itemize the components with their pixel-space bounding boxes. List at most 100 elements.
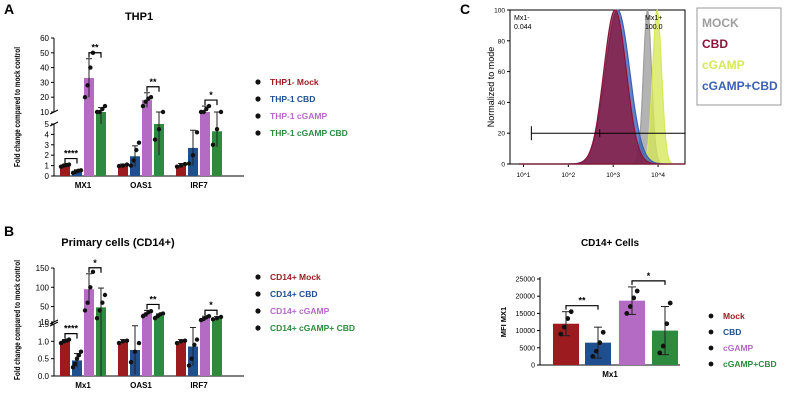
bar xyxy=(72,171,82,176)
bar xyxy=(96,112,106,176)
legend-marker xyxy=(255,325,261,331)
data-point xyxy=(140,103,146,109)
significance-bracket xyxy=(88,267,102,273)
y-tick-label: 40 xyxy=(40,64,49,73)
data-point xyxy=(210,317,216,322)
data-point xyxy=(194,130,200,135)
data-point xyxy=(128,359,134,365)
significance-label: **** xyxy=(64,149,79,159)
x-axis-label: Mx1 xyxy=(602,370,618,379)
data-point xyxy=(78,349,84,354)
data-point xyxy=(214,127,220,132)
panel-letter-b: B xyxy=(4,223,14,239)
legend-marker xyxy=(255,79,261,85)
axis-break-mark xyxy=(49,121,59,127)
significance-label: * xyxy=(209,300,213,310)
y-tick-label: 5000 xyxy=(519,345,535,352)
x-tick-label: 10^4 xyxy=(651,172,665,179)
bar xyxy=(142,313,152,376)
data-point xyxy=(120,339,126,344)
data-point xyxy=(148,309,154,314)
x-tick-label: Mx1 xyxy=(75,381,91,390)
y-tick-label: 0 xyxy=(531,363,535,370)
y-tick-label: 5 xyxy=(45,120,50,129)
significance-label: * xyxy=(647,271,651,281)
y-axis-label: Fold change compared to mock control xyxy=(13,260,22,380)
bar xyxy=(200,112,210,176)
data-point xyxy=(85,300,90,305)
y-axis-label: Fold change compared to mock control xyxy=(13,47,22,167)
y-tick-label: 2 xyxy=(45,151,50,160)
bar xyxy=(72,360,82,376)
x-tick-label: 10^1 xyxy=(517,172,531,179)
legend-marker xyxy=(255,274,261,280)
data-point xyxy=(657,350,663,356)
y-tick-label: 1.5 xyxy=(38,320,50,329)
data-point xyxy=(124,162,130,167)
bar xyxy=(60,165,70,176)
data-point xyxy=(664,321,670,327)
significance-bracket xyxy=(88,52,102,58)
chart-title: Primary cells (CD14+) xyxy=(61,237,175,249)
panel-letter-c: C xyxy=(460,1,470,17)
data-point xyxy=(558,331,564,337)
legend-label: THP-1 CBD xyxy=(270,94,315,104)
data-point xyxy=(190,153,196,158)
data-point xyxy=(116,163,122,169)
y-tick-label: 50 xyxy=(40,303,49,312)
legend-marker xyxy=(255,130,261,136)
data-point xyxy=(88,285,93,290)
data-point xyxy=(214,315,220,321)
data-point xyxy=(120,163,126,168)
data-point xyxy=(82,308,88,313)
significance-label: ** xyxy=(149,77,157,87)
legend-label: CBD xyxy=(723,327,741,337)
data-point xyxy=(194,337,200,342)
data-point xyxy=(178,339,184,344)
gate-label: Mx1- xyxy=(514,15,530,22)
data-point xyxy=(128,163,134,168)
y-tick-label: 10000 xyxy=(516,328,536,335)
bar xyxy=(200,318,210,376)
data-point xyxy=(74,356,80,361)
data-point xyxy=(186,161,192,166)
y-tick-label: 0 xyxy=(501,162,505,169)
bar xyxy=(84,77,94,176)
legend-marker xyxy=(255,308,261,314)
data-point xyxy=(70,365,76,370)
legend-label: cGAMP xyxy=(723,343,754,353)
significance-bracket xyxy=(64,333,78,339)
data-point xyxy=(78,168,84,173)
chart-title: CD14+ Cells xyxy=(581,238,640,249)
x-tick-label: OAS1 xyxy=(130,181,152,190)
significance-label: * xyxy=(93,258,97,268)
y-tick-label: 10 xyxy=(40,318,49,327)
data-point xyxy=(204,106,209,112)
bar xyxy=(212,318,222,376)
x-tick-label: MX1 xyxy=(75,181,92,190)
data-point xyxy=(90,269,96,275)
legend-label: cGAMP xyxy=(702,58,745,72)
y-tick-label: 30 xyxy=(40,78,49,87)
legend-marker xyxy=(708,361,714,367)
legend-label: CBD xyxy=(702,37,728,51)
data-point xyxy=(94,315,100,321)
data-point xyxy=(152,137,158,142)
panel-a-chart: THP1 01 23 45 10 20 30 40 50 60 Fold change compar… xyxy=(13,11,348,190)
data-point xyxy=(186,363,192,368)
x-tick-label: IRF7 xyxy=(190,181,208,190)
legend-label: cGAMP+CBD xyxy=(702,79,778,93)
gate-value: 100.0 xyxy=(645,24,663,31)
data-point xyxy=(136,140,142,145)
data-point xyxy=(124,338,130,343)
data-point xyxy=(66,337,72,342)
data-point xyxy=(66,162,72,167)
bar xyxy=(154,315,164,376)
bar xyxy=(142,100,152,176)
y-tick-label: 1 xyxy=(45,162,50,171)
gate-label: Mx1+ xyxy=(645,15,662,22)
legend-label: THP-1 cGAMP xyxy=(270,111,327,121)
data-point xyxy=(561,324,567,330)
legend-box xyxy=(696,7,782,106)
legend-label: CD14+ cGAMP+ CBD xyxy=(270,323,355,333)
